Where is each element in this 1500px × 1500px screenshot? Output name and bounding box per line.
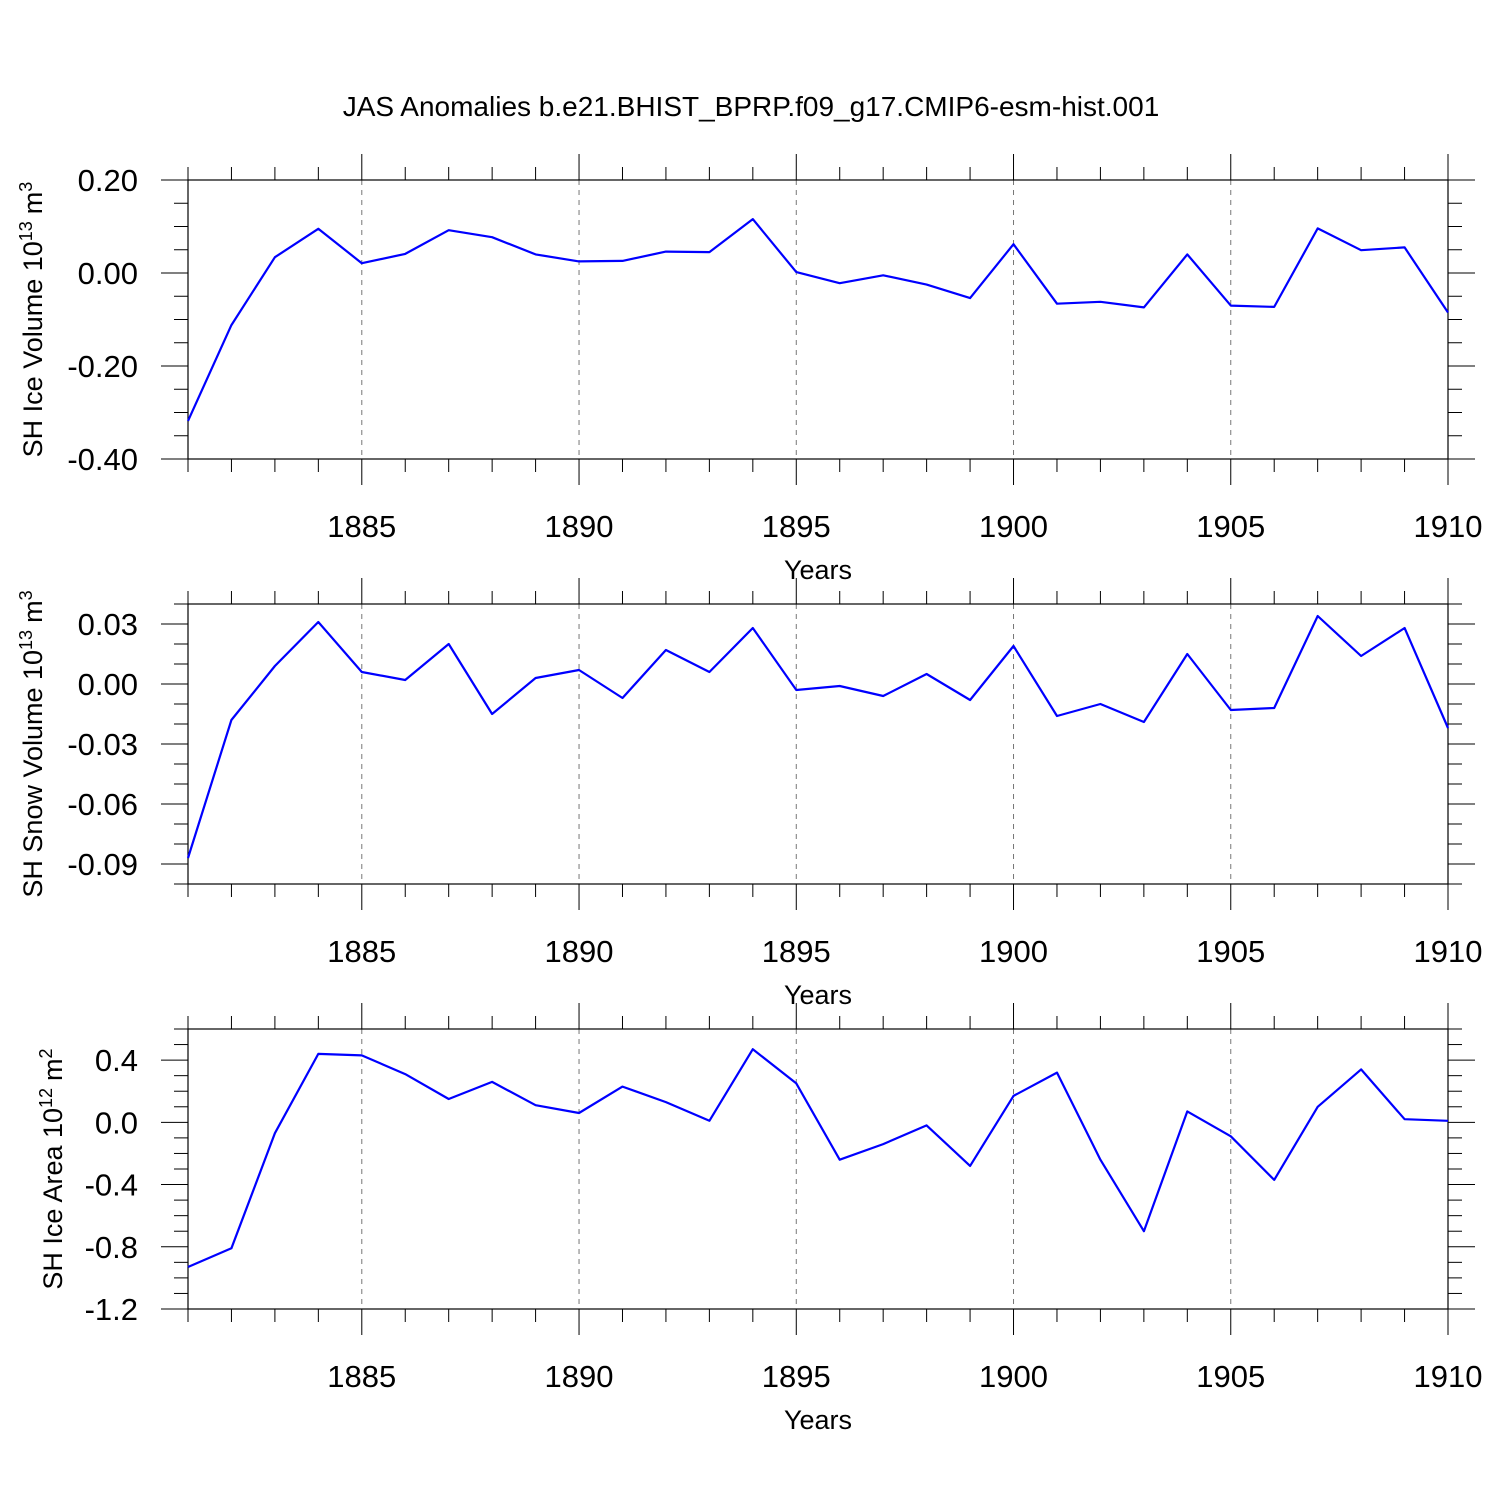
chart-panel-1: -0.40 -0.20 0.00 0.20 1885 1890 1895 1900 1905 19… — [16, 154, 1482, 585]
x-tick-label: 1905 — [1196, 1359, 1265, 1394]
x-tick-label: 1890 — [545, 934, 614, 969]
y-axis-label-part: m — [38, 1058, 68, 1081]
x-axis-label: Years — [784, 555, 852, 585]
x-tick-label: 1895 — [762, 934, 831, 969]
y-axis-label-superscript: 13 — [16, 221, 36, 241]
chart-panel-2: -0.09 -0.06 -0.03 0.00 0.03 1885 1890 1895 1900 1… — [16, 578, 1482, 1010]
y-axis-label-part: SH Ice Volume 10 — [18, 241, 48, 457]
y-tick-label: 0.4 — [95, 1043, 138, 1078]
x-tick-label: 1900 — [979, 509, 1048, 544]
x-tick-label: 1895 — [762, 509, 831, 544]
x-axis-label: Years — [784, 1405, 852, 1435]
y-tick-label: -0.03 — [67, 727, 138, 762]
y-axis-label: SH Ice Volume 1013 m3 — [16, 182, 48, 458]
y-axis-label-superscript: 13 — [16, 630, 36, 650]
series-line — [187, 1048, 1449, 1269]
y-tick-label: -0.09 — [67, 847, 138, 882]
y-axis-label-part: m — [18, 600, 48, 623]
y-axis-label-part: m — [18, 192, 48, 215]
x-tick-label: 1905 — [1196, 934, 1265, 969]
y-tick-label: -0.06 — [67, 787, 138, 822]
x-tick-label: 1885 — [327, 934, 396, 969]
x-tick-label: 1890 — [545, 509, 614, 544]
y-tick-label: 0.00 — [78, 667, 138, 702]
x-tick-label: 1895 — [762, 1359, 831, 1394]
plot-frame — [187, 179, 1449, 460]
plot-frame — [187, 603, 1449, 885]
x-axis-label: Years — [784, 980, 852, 1010]
y-axis-label: SH Ice Area 1012 m2 — [36, 1048, 68, 1289]
series-line — [186, 218, 1449, 422]
x-tick-label: 1890 — [545, 1359, 614, 1394]
x-tick-label: 1885 — [327, 1359, 396, 1394]
x-tick-label: 1910 — [1414, 934, 1483, 969]
y-tick-label: 0.20 — [78, 163, 138, 198]
y-tick-label: -0.40 — [67, 442, 138, 477]
series-line — [186, 614, 1450, 859]
y-axis-label-superscript: 3 — [16, 182, 36, 192]
y-axis-label-part: SH Snow Volume 10 — [18, 650, 48, 898]
x-tick-label: 1910 — [1414, 509, 1483, 544]
x-tick-label: 1900 — [979, 934, 1048, 969]
chart-panel-3: -1.2 -0.8 -0.4 0.0 0.4 1885 1890 1895 1900 1905 19… — [36, 1003, 1482, 1435]
y-axis-label-superscript: 3 — [16, 590, 36, 600]
y-tick-label: -0.4 — [85, 1168, 138, 1203]
y-axis-label-superscript: 2 — [36, 1048, 56, 1058]
x-tick-label: 1910 — [1414, 1359, 1483, 1394]
y-axis-label: SH Snow Volume 1013 m3 — [16, 590, 48, 897]
figure-title: JAS Anomalies b.e21.BHIST_BPRP.f09_g17.C… — [343, 91, 1160, 122]
y-tick-label: -0.20 — [67, 349, 138, 384]
x-tick-label: 1900 — [979, 1359, 1048, 1394]
y-axis-label-superscript: 12 — [36, 1088, 56, 1108]
y-tick-label: 0.03 — [78, 607, 138, 642]
x-tick-label: 1885 — [327, 509, 396, 544]
y-tick-label: -1.2 — [85, 1292, 138, 1327]
panels: -0.40 -0.20 0.00 0.20 1885 1890 1895 1900 1905 19… — [16, 154, 1482, 1435]
x-tick-label: 1905 — [1196, 509, 1265, 544]
y-tick-label: 0.0 — [95, 1105, 138, 1140]
y-tick-label: 0.00 — [78, 256, 138, 291]
plot-frame — [187, 1028, 1449, 1310]
y-axis-label-part: SH Ice Area 10 — [38, 1108, 68, 1290]
y-tick-label: -0.8 — [85, 1230, 138, 1265]
